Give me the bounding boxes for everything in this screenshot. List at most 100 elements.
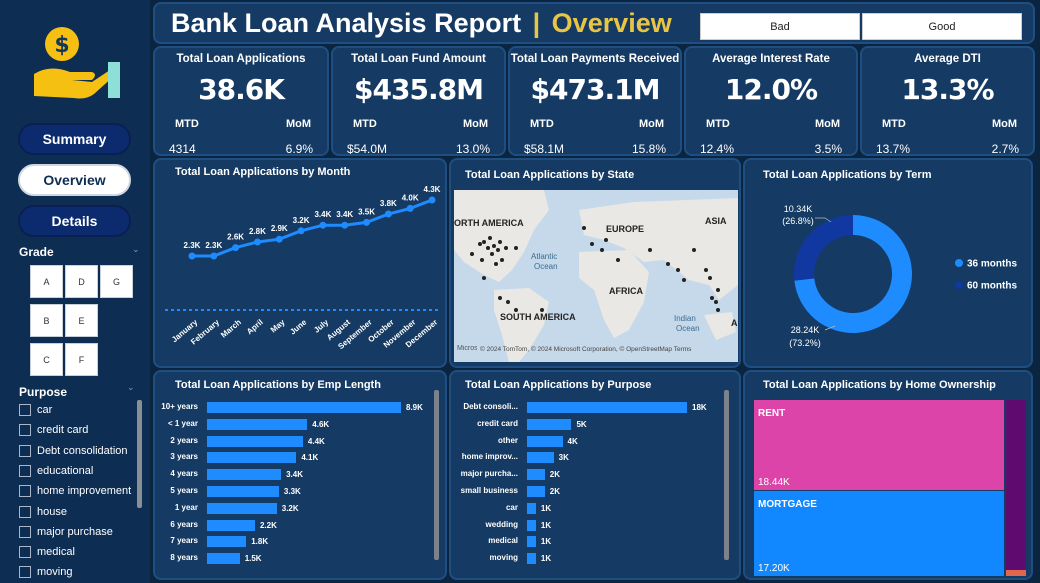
map-dot[interactable] [490, 252, 494, 256]
checkbox-icon[interactable] [19, 566, 31, 578]
bad-loan-button[interactable]: Bad [700, 13, 860, 40]
treemap-other[interactable] [1006, 570, 1026, 576]
bar[interactable] [527, 402, 687, 413]
bar[interactable] [207, 402, 401, 413]
map-dot[interactable] [708, 276, 712, 280]
map-dot[interactable] [604, 238, 608, 242]
line-point[interactable] [428, 196, 436, 204]
line-point[interactable] [384, 210, 392, 218]
good-loan-button[interactable]: Good [862, 13, 1022, 40]
bar[interactable] [527, 502, 536, 514]
grade-option-c[interactable]: C [30, 343, 63, 376]
map-dot[interactable] [590, 242, 594, 246]
bar[interactable] [207, 486, 279, 497]
bar[interactable] [207, 469, 282, 481]
treemap-rent[interactable]: RENT 18.44K [754, 400, 1004, 490]
map-dot[interactable] [648, 248, 652, 252]
map-dot[interactable] [478, 242, 482, 246]
grade-option-b[interactable]: B [30, 304, 63, 337]
nav-details-button[interactable]: Details [18, 205, 131, 237]
world-map[interactable]: ORTH AMERICA EUROPE ASIA Atlantic Ocean … [454, 190, 738, 362]
bar[interactable] [527, 418, 572, 430]
map-dot[interactable] [692, 248, 696, 252]
map-dot[interactable] [486, 246, 490, 250]
line-point[interactable] [363, 218, 371, 226]
bar[interactable] [207, 553, 240, 565]
purpose-option[interactable]: educational [19, 465, 93, 477]
checkbox-icon[interactable] [19, 424, 31, 436]
map-dot[interactable] [710, 296, 714, 300]
bar[interactable] [527, 486, 545, 497]
map-dot[interactable] [682, 278, 686, 282]
purpose-scrollbar[interactable] [137, 400, 142, 508]
map-dot[interactable] [514, 308, 518, 312]
map-dot[interactable] [506, 300, 510, 304]
line-point[interactable] [188, 252, 196, 260]
bar[interactable] [207, 435, 303, 447]
purpose-scrollbar-chart[interactable] [724, 390, 729, 560]
line-point[interactable] [406, 204, 414, 212]
map-dot[interactable] [666, 262, 670, 266]
line-point[interactable] [297, 227, 305, 235]
purpose-option[interactable]: house [19, 506, 67, 518]
grade-option-g[interactable]: G [100, 265, 133, 298]
donut-slice[interactable] [794, 215, 853, 281]
purpose-option[interactable]: medical [19, 546, 75, 558]
checkbox-icon[interactable] [19, 404, 31, 416]
checkbox-icon[interactable] [19, 465, 31, 477]
bar[interactable] [207, 502, 277, 514]
line-point[interactable] [253, 238, 261, 246]
map-dot[interactable] [480, 258, 484, 262]
map-dot[interactable] [514, 246, 518, 250]
checkbox-icon[interactable] [19, 546, 31, 558]
map-dot[interactable] [482, 276, 486, 280]
bar[interactable] [207, 418, 308, 430]
purpose-option[interactable]: home improvement [19, 485, 131, 497]
map-dot[interactable] [714, 300, 718, 304]
map-dot[interactable] [498, 296, 502, 300]
purpose-option[interactable]: car [19, 404, 52, 416]
nav-overview-button[interactable]: Overview [18, 164, 131, 196]
bar[interactable] [527, 553, 536, 565]
donut-slice[interactable] [794, 215, 912, 333]
checkbox-icon[interactable] [19, 526, 31, 538]
grade-option-a[interactable]: A [30, 265, 63, 298]
bar[interactable] [527, 452, 554, 464]
purpose-option[interactable]: moving [19, 566, 72, 578]
nav-summary-button[interactable]: Summary [18, 123, 131, 155]
purpose-chevron-icon[interactable]: ⌄ [127, 382, 135, 392]
emp-length-scrollbar[interactable] [434, 390, 439, 560]
map-dot[interactable] [704, 268, 708, 272]
map-dot[interactable] [482, 240, 486, 244]
bar[interactable] [527, 469, 545, 481]
map-dot[interactable] [494, 262, 498, 266]
line-point[interactable] [210, 252, 218, 260]
line-point[interactable] [275, 235, 283, 243]
map-dot[interactable] [716, 308, 720, 312]
bar[interactable] [527, 519, 536, 531]
checkbox-icon[interactable] [19, 485, 31, 497]
map-dot[interactable] [600, 248, 604, 252]
checkbox-icon[interactable] [19, 506, 31, 518]
map-dot[interactable] [492, 244, 496, 248]
purpose-option[interactable]: credit card [19, 424, 88, 436]
map-dot[interactable] [504, 246, 508, 250]
purpose-option[interactable]: major purchase [19, 526, 113, 538]
treemap-own[interactable] [1006, 400, 1026, 570]
bar[interactable] [207, 536, 247, 548]
bar[interactable] [527, 435, 563, 447]
grade-chevron-icon[interactable]: ⌄ [132, 244, 140, 254]
checkbox-icon[interactable] [19, 445, 31, 457]
grade-option-e[interactable]: E [65, 304, 98, 337]
grade-option-d[interactable]: D [65, 265, 98, 298]
map-dot[interactable] [500, 258, 504, 262]
line-point[interactable] [319, 221, 327, 229]
treemap-mortgage[interactable]: MORTGAGE 17.20K [754, 491, 1004, 576]
line-point[interactable] [232, 244, 240, 252]
map-dot[interactable] [582, 226, 586, 230]
bar[interactable] [527, 536, 536, 548]
map-dot[interactable] [540, 308, 544, 312]
map-dot[interactable] [676, 268, 680, 272]
map-dot[interactable] [488, 236, 492, 240]
bar[interactable] [207, 452, 297, 464]
